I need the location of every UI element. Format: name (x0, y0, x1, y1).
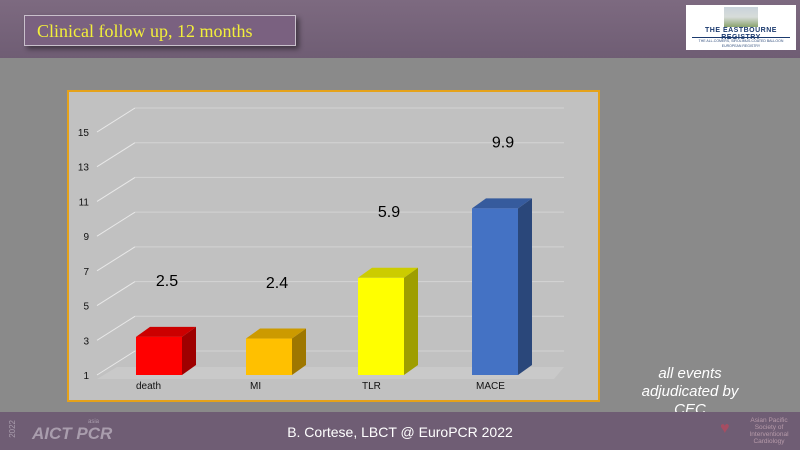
y-tick-label-6: 13 (78, 163, 90, 174)
y-tick-label-2: 5 (83, 302, 89, 313)
chart-frame: 1 3 5 7 9 11 13 15 2.5 death 2.4 MI 5.9 TLR 9.9 MACE (67, 90, 600, 402)
bar-mace (472, 208, 518, 375)
logo-main-text: AICT PCR (32, 424, 113, 443)
registry-subtitle-2: EUROPEAN REGISTRY (721, 44, 761, 48)
x-tick-label-mace: MACE (476, 381, 505, 392)
grid-diagonal-1 (96, 315, 136, 341)
apsic-logo-text: Asian Pacific Society of Interventional … (749, 417, 789, 445)
registry-photo (724, 7, 758, 27)
grid-diagonal-4 (96, 211, 136, 237)
bar-top-mi (246, 328, 306, 339)
note-line-1: all events (658, 365, 722, 382)
bar-tlr (358, 277, 404, 375)
grid-diagonal-5 (96, 177, 136, 202)
adjudication-note: all events adjudicated by CEC (630, 365, 750, 419)
note-line-2: adjudicated by (641, 383, 739, 400)
aict-pcr-logo: 2022 AICT PCR asia (8, 418, 128, 448)
bar-side-mace (518, 198, 532, 375)
registry-divider (692, 37, 790, 38)
bar-side-mi (292, 328, 306, 375)
data-label-mi: 2.4 (266, 275, 288, 292)
bar-top-death (136, 326, 196, 337)
y-tick-label-7: 15 (78, 128, 90, 139)
grid-diagonal-7 (96, 107, 136, 133)
data-label-tlr: 5.9 (378, 204, 400, 221)
apsic-logo: ♥ Asian Pacific Society of Interventiona… (720, 414, 798, 448)
bar-side-death (182, 326, 196, 375)
x-tick-label-tlr: TLR (362, 381, 381, 392)
chart-floor (97, 367, 564, 379)
y-tick-label-1: 3 (83, 336, 89, 347)
bar-side-tlr (404, 267, 418, 375)
slide-title: Clinical follow up, 12 months (24, 15, 296, 46)
bar-top-mace (472, 198, 532, 209)
footer-band (0, 412, 800, 450)
bar-top-tlr (358, 267, 418, 278)
y-tick-label-0: 1 (83, 371, 89, 382)
registry-logo: THE EASTBOURNE REGISTRY THE ALL-COMERS, … (686, 5, 796, 50)
footer-credit: B. Cortese, LBCT @ EuroPCR 2022 (287, 424, 513, 440)
grid-diagonal-3 (96, 246, 136, 272)
data-label-mace: 9.9 (492, 135, 514, 152)
registry-subtitle: THE ALL-COMERS, SIROLIMUS-COATED BALLOON (698, 39, 784, 43)
heart-icon: ♥ (720, 420, 730, 437)
y-tick-label-5: 11 (79, 197, 90, 208)
y-tick-label-3: 7 (83, 267, 89, 278)
y-tick-label-4: 9 (83, 232, 89, 243)
grid-diagonal-0 (96, 350, 136, 376)
bar-death (136, 336, 182, 375)
x-tick-label-mi: MI (250, 381, 261, 392)
logo-sub-text: asia (88, 419, 100, 425)
bar-mi (246, 338, 292, 375)
data-label-death: 2.5 (156, 273, 178, 290)
grid-diagonal-6 (96, 142, 136, 168)
grid-diagonal-2 (96, 281, 136, 306)
x-tick-label-death: death (136, 381, 161, 392)
